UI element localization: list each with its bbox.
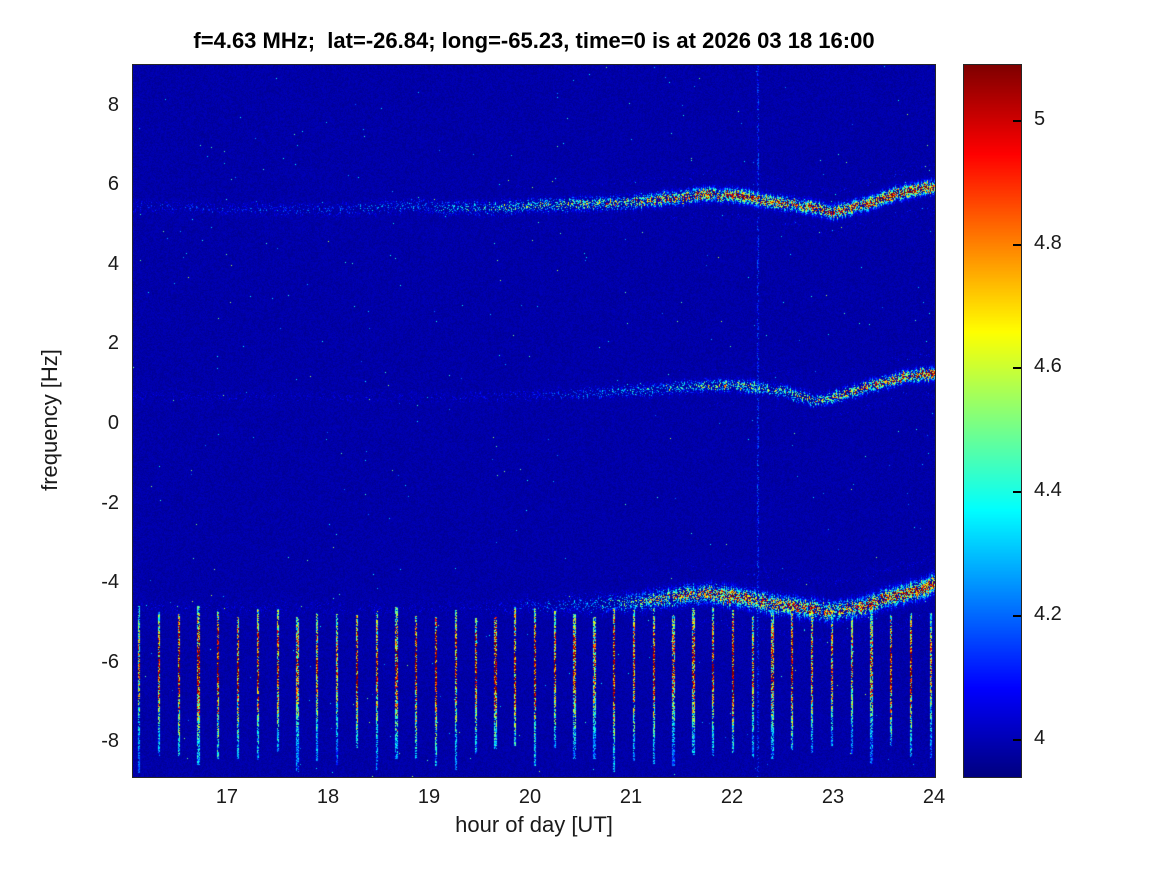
y-tick-label: 4 [107,252,119,275]
colorbar-tick-mark [1013,367,1021,370]
y-tick-label: 2 [107,332,119,355]
colorbar-tick-mark [1013,491,1021,494]
x-tick-label: 17 [215,786,239,808]
colorbar-tick-label: 4.6 [1034,355,1062,378]
x-tick-label: 24 [922,786,946,808]
y-tick-label: 6 [107,173,119,196]
colorbar-tick-label: 4.4 [1034,479,1062,502]
x-tick-label: 20 [518,786,542,808]
x-tick-label: 21 [619,786,643,808]
colorbar-tick-label: 5 [1034,107,1046,130]
x-tick-label: 23 [821,786,845,808]
colorbar-canvas [964,65,1021,777]
y-tick-label: -6 [101,650,119,673]
colorbar [963,64,1022,778]
x-axis-label: hour of day [UT] [455,812,613,837]
y-tick-label: 0 [107,411,119,434]
colorbar-tick-mark [1013,243,1021,246]
colorbar-tick-mark [1013,738,1021,741]
plot-area [132,64,936,778]
colorbar-tick-mark [1013,119,1021,122]
chart-title: f=4.63 MHz; lat=-26.84; long=-65.23, tim… [193,28,875,53]
y-tick-label: -4 [101,571,119,594]
x-tick-label: 22 [720,786,744,808]
heatmap-canvas [133,65,935,777]
colorbar-tick-label: 4.8 [1034,231,1062,254]
y-tick-label: 8 [107,93,119,116]
x-tick-label: 18 [316,786,340,808]
colorbar-tick-label: 4.2 [1034,603,1062,626]
x-tick-label: 19 [417,786,441,808]
y-tick-label: -8 [101,730,119,753]
colorbar-tick-mark [1013,615,1021,618]
colorbar-tick-label: 4 [1034,726,1046,749]
y-tick-label: -2 [101,491,119,514]
